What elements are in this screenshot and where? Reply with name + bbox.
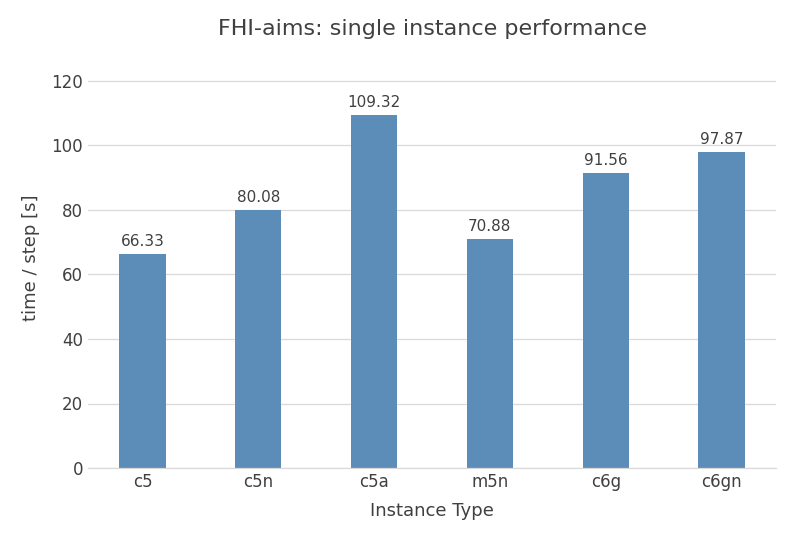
Y-axis label: time / step [s]: time / step [s]: [22, 195, 40, 322]
Text: 109.32: 109.32: [347, 95, 401, 110]
Bar: [698, 152, 745, 468]
Text: 97.87: 97.87: [700, 132, 743, 147]
Bar: [119, 254, 166, 468]
Text: 66.33: 66.33: [121, 234, 164, 249]
Bar: [582, 173, 629, 468]
Bar: [466, 239, 513, 468]
Bar: [351, 115, 398, 468]
Title: FHI-aims: single instance performance: FHI-aims: single instance performance: [218, 18, 646, 39]
Text: 80.08: 80.08: [237, 190, 280, 205]
Bar: [235, 210, 282, 468]
X-axis label: Instance Type: Instance Type: [370, 502, 494, 520]
Text: 91.56: 91.56: [584, 153, 627, 168]
Text: 70.88: 70.88: [468, 220, 511, 235]
